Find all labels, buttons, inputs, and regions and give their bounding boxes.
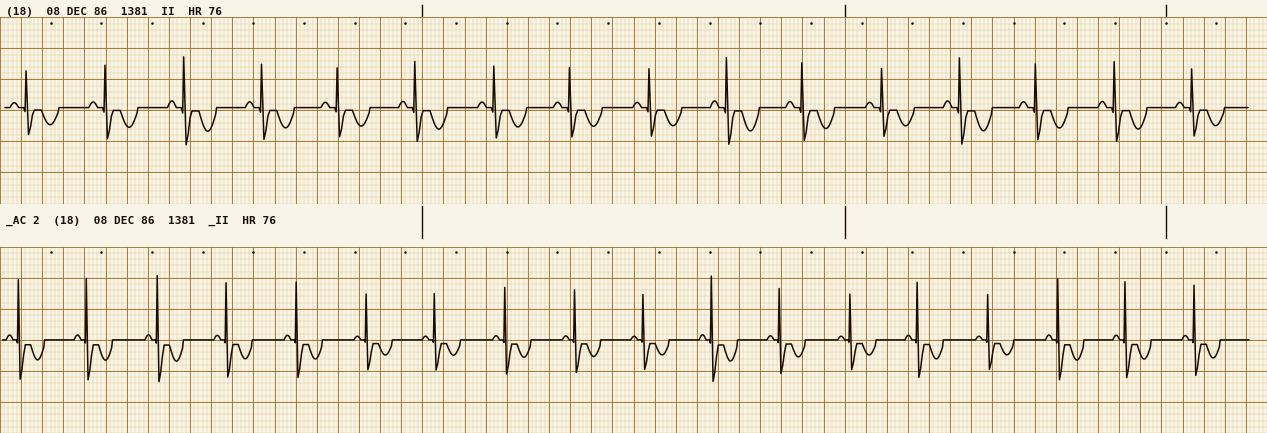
Text: _AC 2  (18)  08 DEC 86  1381  _II  HR 76: _AC 2 (18) 08 DEC 86 1381 _II HR 76 [6, 216, 276, 226]
Text: (18)  08 DEC 86  1381  II  HR 76: (18) 08 DEC 86 1381 II HR 76 [6, 7, 222, 17]
